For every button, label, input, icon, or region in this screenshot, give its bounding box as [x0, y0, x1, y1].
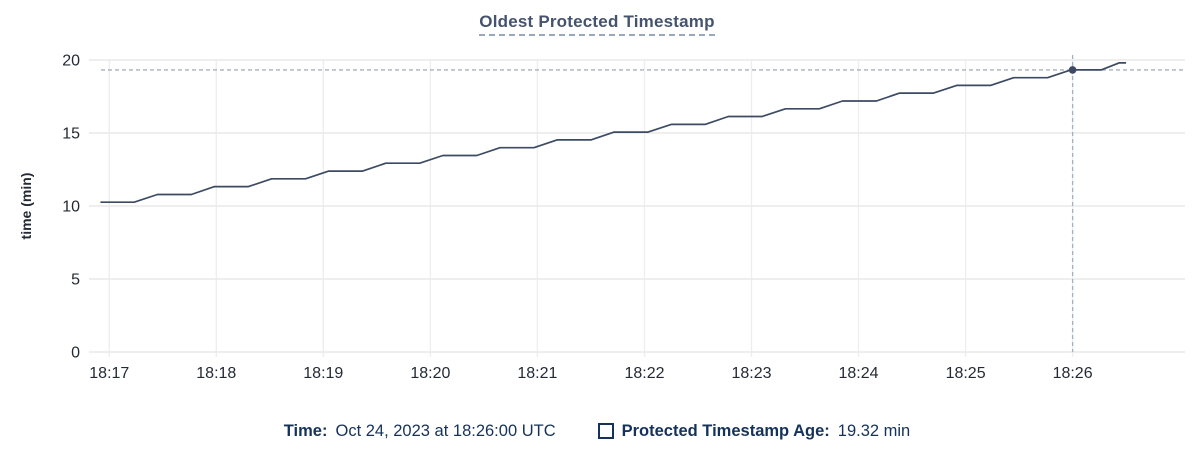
x-tick-label: 18:18	[196, 365, 236, 382]
legend-item: Protected Timestamp Age: 19.32 min	[597, 420, 911, 442]
chart-title[interactable]: Oldest Protected Timestamp	[479, 12, 715, 36]
series-label: Protected Timestamp Age:	[621, 422, 830, 440]
hover-readout: Time: Oct 24, 2023 at 18:26:00 UTC Prote…	[0, 420, 1194, 442]
y-tick-label: 5	[71, 272, 80, 289]
x-tick-label: 18:24	[838, 365, 878, 382]
y-axis-title: time (min)	[18, 173, 34, 240]
chart-header: Oldest Protected Timestamp	[0, 0, 1194, 42]
x-tick-label: 18:25	[946, 365, 986, 382]
hover-dot	[1068, 66, 1077, 74]
x-tick-label: 18:20	[410, 365, 450, 382]
x-tick-label: 18:19	[303, 365, 343, 382]
y-tick-label: 15	[62, 126, 80, 143]
time-label: Time:	[283, 422, 328, 440]
x-tick-label: 18:22	[624, 365, 664, 382]
series-swatch-icon	[597, 423, 614, 439]
time-readout: Time: Oct 24, 2023 at 18:26:00 UTC	[284, 420, 556, 442]
y-tick-label: 10	[62, 199, 80, 216]
line-chart[interactable]: 18:17 18:18 18:19 18:20 18:21 18:22 18:23 18:24…	[0, 42, 1194, 392]
y-tick-label: 0	[71, 345, 80, 362]
time-value: Oct 24, 2023 at 18:26:00 UTC	[335, 422, 556, 440]
y-tick-label: 20	[62, 53, 80, 70]
x-tick-label: 18:23	[731, 365, 771, 382]
x-tick-label: 18:26	[1053, 365, 1093, 382]
x-tick-label: 18:17	[89, 365, 129, 382]
x-tick-label: 18:21	[517, 365, 557, 382]
series-line	[100, 62, 1127, 204]
series-value: 19.32 min	[837, 422, 911, 440]
